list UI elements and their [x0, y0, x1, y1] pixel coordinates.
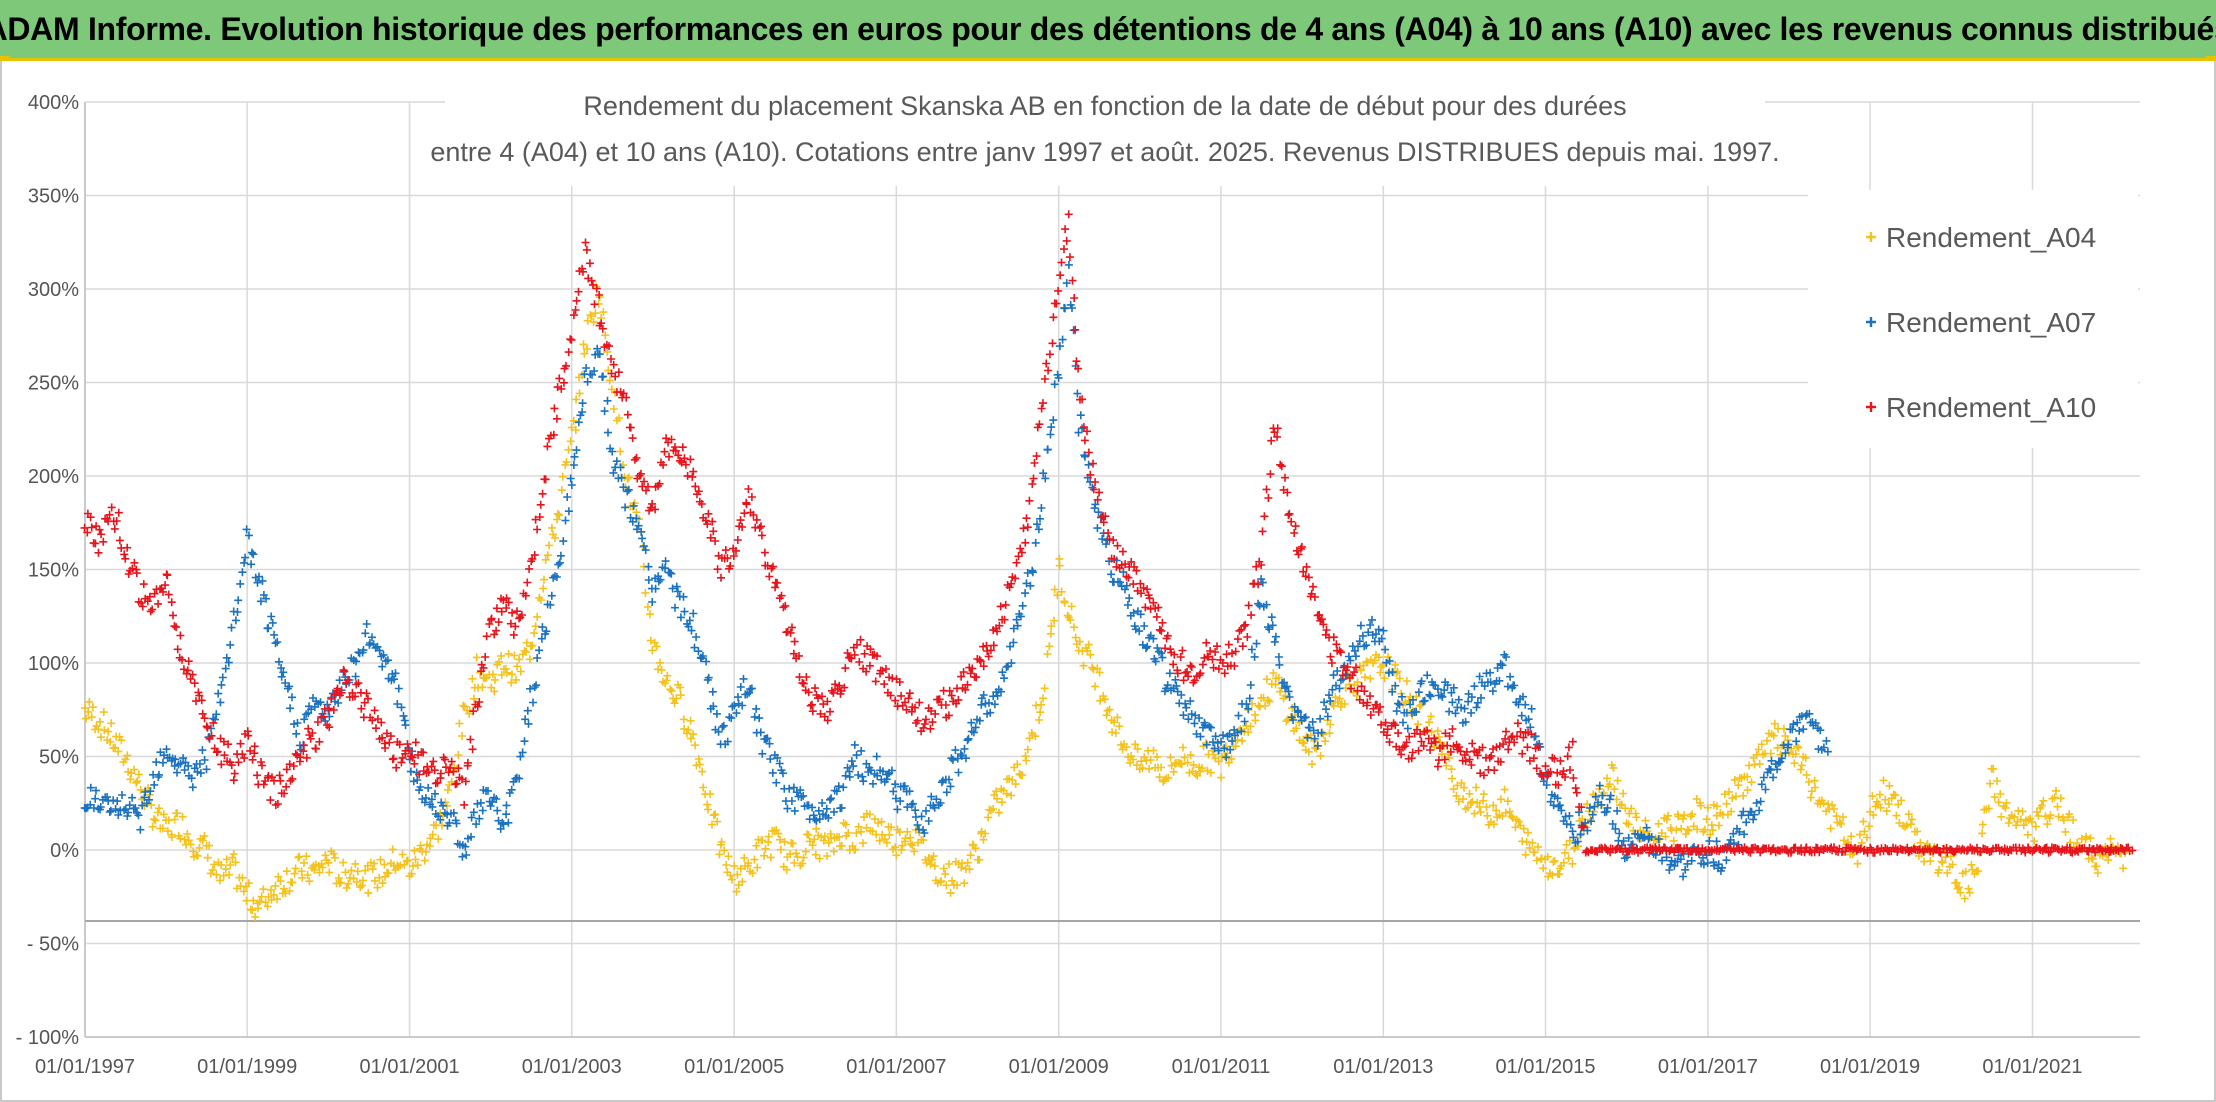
y-tick-label: 0%: [50, 840, 79, 862]
legend-background: [1808, 190, 2138, 448]
x-tick-label: 01/01/2017: [1658, 1056, 1758, 1078]
legend-marker: [1866, 402, 1876, 412]
y-tick-label: 250%: [28, 373, 79, 395]
series-markers-Rendement_A10: [80, 210, 2137, 857]
legend-marker: [1866, 232, 1876, 242]
chart-legend: Rendement_A04 Rendement_A07 Rendement_A10: [1808, 190, 2138, 448]
series-markers-Rendement_A07: [80, 260, 1832, 881]
x-tick-label: 01/01/2001: [360, 1056, 460, 1078]
x-tick-label: 01/01/1999: [197, 1056, 297, 1078]
y-tick-label: - 50%: [27, 934, 79, 956]
legend-label: Rendement_A04: [1886, 222, 2096, 253]
chart-title-line-2: entre 4 (A04) et 10 ans (A10). Cotations…: [430, 137, 1779, 167]
legend-label: Rendement_A10: [1886, 392, 2096, 423]
y-tick-label: 400%: [28, 92, 79, 114]
y-tick-label: 150%: [28, 560, 79, 582]
chart-title-background: [445, 86, 1765, 186]
y-axis-ticks: 400% 350% 300% 250% 200% 150% 100% 50% 0% - 50% - …: [16, 92, 80, 1049]
x-tick-label: 01/01/2019: [1820, 1056, 1920, 1078]
page-banner: ADAM Informe. Evolution historique des p…: [0, 0, 2216, 61]
y-tick-label: 350%: [28, 186, 79, 208]
corner-mark-left: [0, 56, 10, 60]
series-Rendement_A10: [80, 210, 2137, 857]
x-tick-label: 01/01/2007: [846, 1056, 946, 1078]
legend-label: Rendement_A07: [1886, 307, 2096, 338]
x-tick-label: 01/01/2009: [1009, 1056, 1109, 1078]
chart-title-line-1: Rendement du placement Skanska AB en fon…: [583, 91, 1626, 121]
x-tick-label: 01/01/2021: [1982, 1056, 2082, 1078]
y-tick-label: 100%: [28, 653, 79, 675]
banner-title: ADAM Informe. Evolution historique des p…: [0, 10, 2216, 47]
chart-grid: [84, 101, 2140, 1038]
y-tick-label: - 100%: [16, 1027, 80, 1049]
x-tick-label: 01/01/2013: [1333, 1056, 1433, 1078]
y-tick-label: 200%: [28, 466, 79, 488]
corner-mark-right: [2206, 56, 2216, 60]
y-tick-label: 300%: [28, 279, 79, 301]
x-tick-label: 01/01/2003: [522, 1056, 622, 1078]
x-tick-label: 01/01/2015: [1495, 1056, 1595, 1078]
x-tick-label: 01/01/2005: [684, 1056, 784, 1078]
legend-marker: [1866, 317, 1876, 327]
x-tick-label: 01/01/2011: [1172, 1056, 1271, 1078]
y-tick-label: 50%: [39, 747, 79, 769]
plot-area: [80, 210, 2137, 921]
series-Rendement_A04: [81, 282, 2130, 921]
x-tick-label: 01/01/1997: [35, 1056, 135, 1078]
series-Rendement_A07: [80, 260, 1832, 881]
series-markers-Rendement_A04: [81, 282, 2130, 921]
x-axis-ticks: 01/01/1997 01/01/1999 01/01/2001 01/01/2003…: [35, 1056, 2083, 1078]
